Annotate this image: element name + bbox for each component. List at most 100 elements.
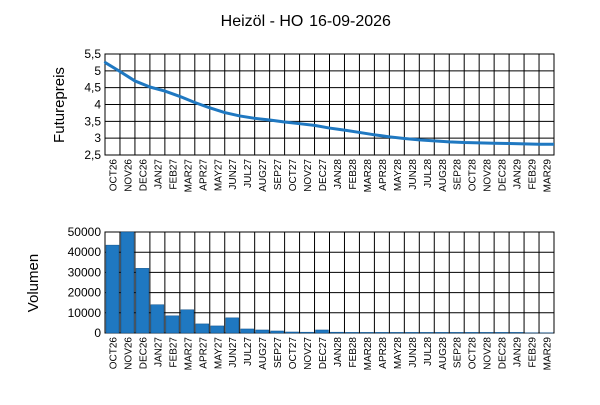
- price-point: [478, 142, 480, 144]
- volume-bar: [181, 310, 194, 333]
- x-tick-label: SEP27: [273, 159, 284, 191]
- volume-bar: [450, 332, 463, 333]
- x-tick-label: NOV27: [303, 159, 314, 192]
- price-point: [194, 101, 196, 103]
- x-tick-label: FEB27: [168, 159, 179, 190]
- volume-bar: [106, 245, 119, 333]
- x-tick-label: JAN28: [333, 159, 344, 189]
- volume-bar: [241, 329, 254, 333]
- price-point: [358, 131, 360, 133]
- x-tick-label: APR28: [378, 159, 389, 191]
- volume-bar: [121, 232, 134, 333]
- x-tick-label: AUG27: [258, 159, 269, 192]
- volume-bar: [420, 332, 433, 333]
- y-tick-label: 10000: [68, 306, 102, 320]
- x-tick-label: NOV26: [123, 337, 134, 370]
- x-tick-label: MAR28: [363, 159, 374, 193]
- y-tick-label: 30000: [68, 265, 102, 279]
- x-tick-label: NOV28: [483, 159, 494, 192]
- price-point: [433, 140, 435, 142]
- y-tick-label: 5,5: [84, 47, 101, 61]
- y-tick-label: 0: [94, 326, 101, 340]
- price-point: [209, 107, 211, 109]
- volume-bar: [151, 305, 164, 333]
- price-point: [463, 141, 465, 143]
- x-tick-label: JUN28: [408, 337, 419, 368]
- price-point: [403, 137, 405, 139]
- x-tick-label: APR27: [198, 159, 209, 191]
- price-point: [134, 80, 136, 82]
- price-point: [508, 142, 510, 144]
- y-tick-label: 50000: [68, 225, 102, 239]
- x-tick-label: FEB28: [348, 159, 359, 190]
- volume-bar: [316, 330, 329, 333]
- price-point: [313, 124, 315, 126]
- volume-bar: [510, 332, 523, 333]
- x-tick-label: MAR27: [183, 159, 194, 193]
- volume-bar: [390, 332, 403, 333]
- volume-plot-area: 0 10000 20000 30000 40000 50000 OCT26 NOV26 DEC2…: [68, 225, 554, 370]
- x-tick-label: DEC28: [498, 337, 509, 370]
- x-tick-label: SEP27: [273, 337, 284, 369]
- volume-bar: [286, 332, 299, 333]
- price-axis-label: Futurepreis: [51, 67, 68, 143]
- volume-bar: [256, 330, 269, 333]
- x-tick-label: JAN29: [513, 159, 524, 189]
- x-tick-label: SEP28: [453, 337, 464, 369]
- price-point: [104, 61, 106, 63]
- volume-bar: [331, 332, 344, 333]
- x-tick-label: APR28: [378, 337, 389, 369]
- price-point: [523, 143, 525, 145]
- price-point: [328, 127, 330, 129]
- price-point: [298, 122, 300, 124]
- price-point: [343, 129, 345, 131]
- x-tick-label: NOV28: [483, 337, 494, 370]
- chart-date: 16-09-2026: [309, 13, 391, 30]
- volume-bar: [345, 332, 358, 333]
- price-point: [418, 139, 420, 141]
- x-tick-label: NOV27: [303, 337, 314, 370]
- chart-title: Heizöl - HO: [221, 13, 304, 30]
- x-tick-label: JAN29: [513, 337, 524, 367]
- x-tick-label: MAY28: [393, 337, 404, 369]
- price-point: [448, 141, 450, 143]
- price-point: [224, 111, 226, 113]
- x-tick-label: JUN28: [408, 159, 419, 190]
- y-tick-label: 40000: [68, 245, 102, 259]
- x-tick-label: JAN27: [153, 337, 164, 367]
- volume-axis-label: Volumen: [25, 254, 42, 312]
- price-point: [253, 117, 255, 119]
- volume-bar: [196, 324, 209, 333]
- price-point: [179, 95, 181, 97]
- x-tick-label: DEC27: [318, 337, 329, 370]
- x-tick-label: OCT27: [288, 159, 299, 192]
- x-tick-label: DEC26: [138, 337, 149, 370]
- volume-bar: [495, 332, 508, 333]
- x-tick-label: OCT26: [108, 337, 119, 370]
- x-tick-label: FEB27: [168, 337, 179, 368]
- x-tick-label: MAR29: [543, 337, 554, 371]
- price-point: [388, 136, 390, 138]
- x-tick-label: JUL28: [423, 159, 434, 188]
- price-point: [149, 86, 151, 88]
- x-tick-label: AUG28: [438, 337, 449, 370]
- y-tick-label: 3: [94, 131, 101, 145]
- x-tick-label: DEC26: [138, 159, 149, 192]
- price-point: [119, 70, 121, 72]
- x-tick-label: DEC27: [318, 159, 329, 192]
- volume-bar: [435, 332, 448, 333]
- x-tick-label: JAN28: [333, 337, 344, 367]
- x-tick-label: SEP28: [453, 159, 464, 191]
- x-tick-label: JUL27: [243, 159, 254, 188]
- price-point: [164, 90, 166, 92]
- y-tick-label: 20000: [68, 286, 102, 300]
- y-tick-label: 4: [94, 98, 101, 112]
- volume-bar: [301, 332, 314, 333]
- x-tick-label: MAR29: [543, 159, 554, 193]
- volume-bar: [360, 332, 373, 333]
- x-tick-label: APR27: [198, 337, 209, 369]
- volume-bar: [465, 332, 478, 333]
- volume-bar: [211, 326, 224, 333]
- y-tick-label: 3,5: [84, 114, 101, 128]
